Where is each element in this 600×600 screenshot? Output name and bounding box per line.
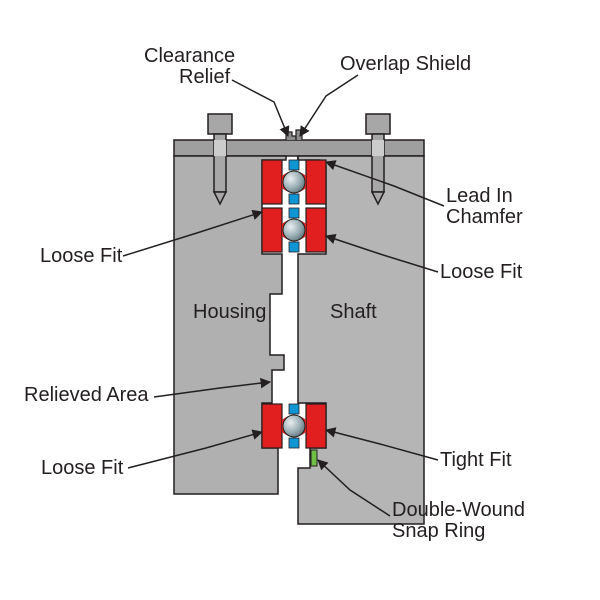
bearing-top [262, 160, 326, 204]
svg-text:Lead In: Lead In [446, 185, 513, 207]
label-housing: Housing [193, 301, 266, 323]
svg-text:Clearance: Clearance [144, 45, 235, 67]
bearing-assembly-diagram: Clearance Relief Overlap Shield Lead In … [0, 0, 600, 600]
svg-text:Relief: Relief [179, 66, 231, 88]
bearing-bottom [262, 404, 326, 448]
svg-text:Loose Fit: Loose Fit [41, 457, 124, 479]
snap-ring [311, 450, 317, 466]
svg-text:Tight Fit: Tight Fit [440, 449, 512, 471]
svg-text:Snap Ring: Snap Ring [392, 520, 485, 542]
svg-text:Double-Wound: Double-Wound [392, 499, 525, 521]
svg-text:Chamfer: Chamfer [446, 206, 523, 228]
bearing-middle [262, 208, 326, 252]
overlap-shield [286, 130, 302, 140]
label-shaft: Shaft [330, 301, 377, 323]
svg-text:Relieved Area: Relieved Area [24, 384, 149, 406]
svg-text:Loose Fit: Loose Fit [40, 245, 123, 267]
cover-plate [174, 140, 424, 156]
svg-text:Overlap Shield: Overlap Shield [340, 53, 471, 75]
svg-text:Loose Fit: Loose Fit [440, 261, 523, 283]
